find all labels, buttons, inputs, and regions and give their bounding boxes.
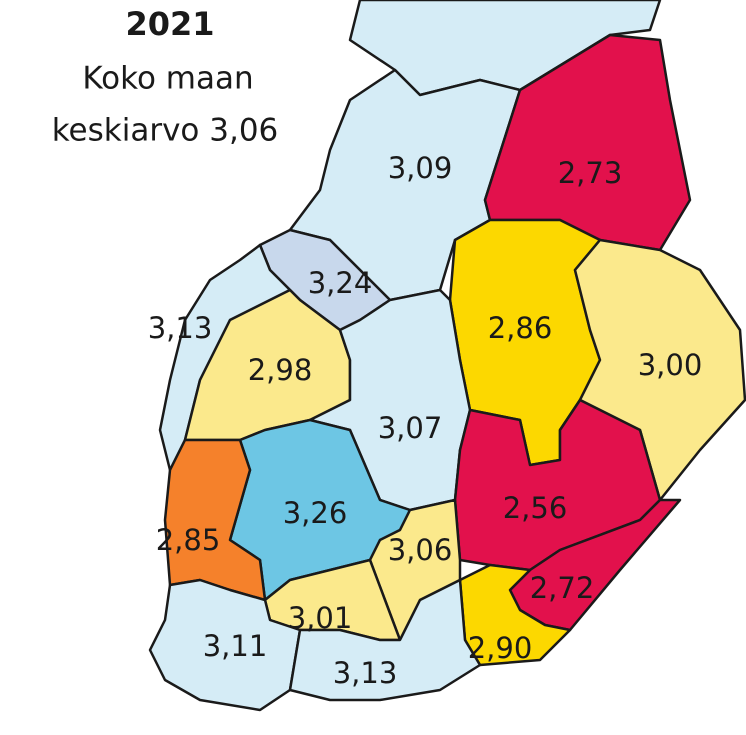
- region-label: 2,98: [248, 353, 313, 387]
- subtitle-line: keskiarvo 3,06: [52, 113, 279, 149]
- region-label: 3,13: [148, 311, 213, 345]
- region-label: 2,56: [503, 491, 568, 525]
- region-label: 3,01: [288, 601, 353, 635]
- region-label: 3,00: [638, 348, 703, 382]
- region: [288, 578, 482, 702]
- region-label: 2,72: [530, 571, 595, 605]
- regions: 3,09 2,73 3,24 3,13 2,98 2,86 3,00 3,07 3,26 2,85…: [148, 33, 746, 712]
- region: [163, 438, 267, 602]
- subtitle-line: Koko maan: [82, 61, 253, 97]
- region-label: 3,11: [203, 629, 268, 663]
- region-label: 3,06: [388, 533, 453, 567]
- region-label: 2,73: [558, 156, 623, 190]
- region-label: 2,90: [468, 631, 533, 665]
- region-label: 3,13: [333, 656, 398, 690]
- region-label: 2,85: [156, 523, 221, 557]
- region-label: 2,86: [488, 311, 553, 345]
- region-label: 3,26: [283, 496, 348, 530]
- region-label: 3,09: [388, 151, 453, 185]
- map-title: 2021: [125, 5, 214, 43]
- region-label: 3,07: [378, 411, 443, 445]
- region: [453, 398, 662, 572]
- region-label: 3,24: [308, 266, 373, 300]
